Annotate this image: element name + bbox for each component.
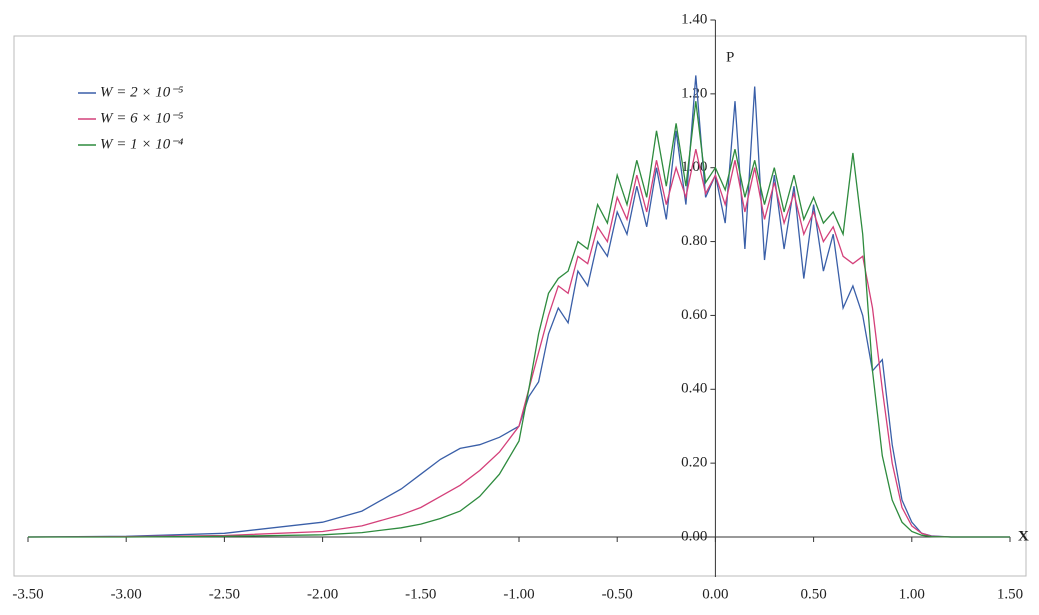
x-tick-label: -1.50: [405, 586, 436, 602]
x-tick-label: 0.00: [702, 586, 728, 602]
y-tick-label: 0.80: [681, 233, 707, 249]
series-line: [27, 149, 1010, 538]
x-axis-label: X: [1018, 528, 1029, 544]
x-tick-label: 0.50: [800, 586, 826, 602]
x-tick-label: 1.00: [899, 586, 925, 602]
x-tick-label: -3.50: [12, 586, 43, 602]
x-tick-label: -0.50: [602, 586, 633, 602]
legend-label: W = 6 × 10⁻⁵: [100, 110, 183, 126]
legend-label: W = 2 × 10⁻⁵: [100, 84, 183, 100]
x-tick-label: 1.50: [997, 586, 1023, 602]
x-tick-label: -1.00: [503, 586, 534, 602]
legend-label: W = 1 × 10⁻⁴: [100, 136, 183, 152]
y-tick-label: 0.00: [681, 528, 707, 544]
y-tick-label: 0.60: [681, 307, 707, 323]
plot-frame: [13, 35, 1027, 577]
y-tick-label: 0.20: [681, 455, 707, 471]
y-tick-label: 1.40: [681, 11, 707, 27]
series-line: [28, 101, 1010, 538]
x-tick-label: -3.00: [111, 586, 142, 602]
y-tick-label: 0.40: [681, 381, 707, 397]
x-tick-label: -2.00: [307, 586, 338, 602]
x-tick-label: -2.50: [209, 586, 240, 602]
y-axis-label: P: [726, 49, 734, 65]
series-line: [27, 75, 1010, 538]
